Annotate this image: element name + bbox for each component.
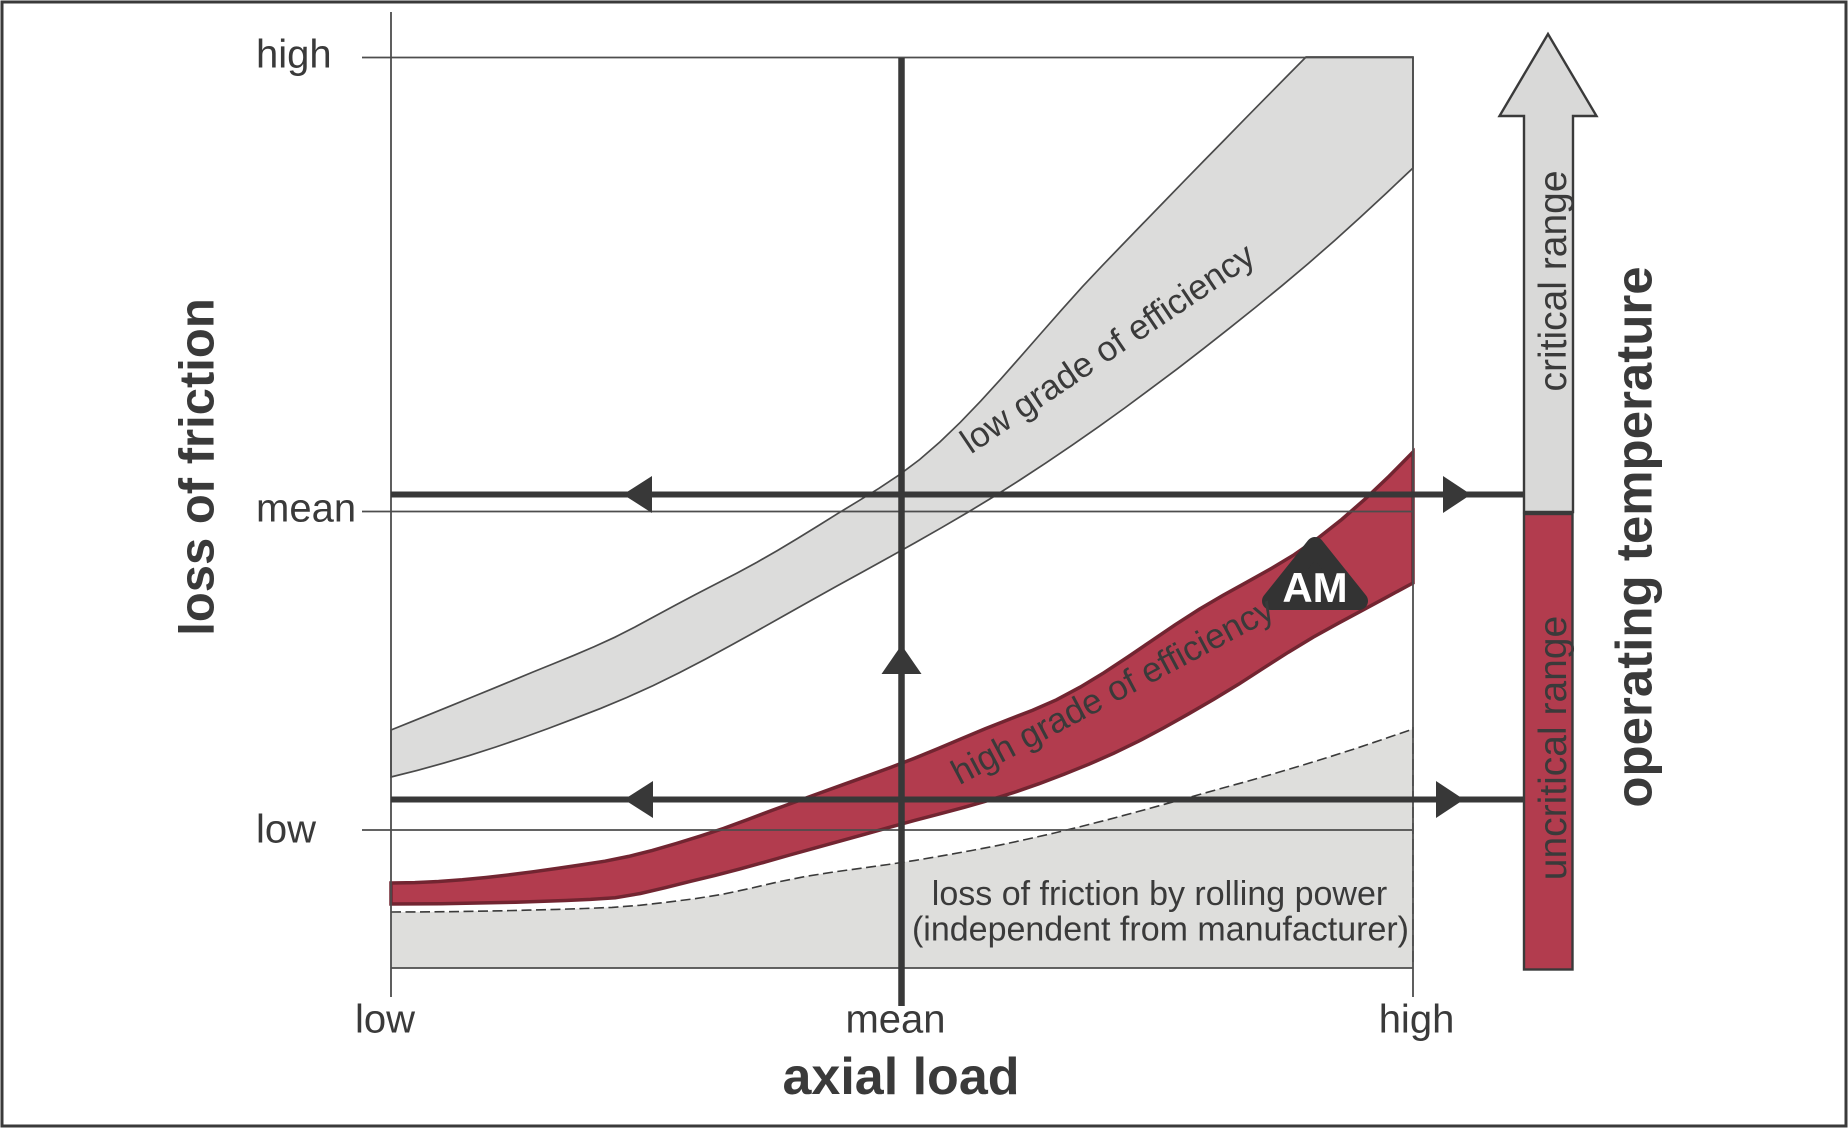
svg-text:operating temperature: operating temperature <box>1606 266 1663 807</box>
svg-text:AM: AM <box>1282 564 1347 611</box>
svg-text:uncritical range: uncritical range <box>1532 616 1575 880</box>
svg-text:loss of friction by rolling po: loss of friction by rolling power <box>932 875 1387 913</box>
svg-text:low: low <box>355 998 415 1042</box>
svg-text:critical range: critical range <box>1532 170 1575 391</box>
svg-text:high: high <box>1379 998 1455 1042</box>
svg-text:high: high <box>256 33 332 77</box>
svg-text:mean: mean <box>256 487 356 531</box>
svg-text:low: low <box>256 808 316 852</box>
svg-text:axial load: axial load <box>783 1048 1020 1106</box>
svg-text:loss of friction: loss of friction <box>171 298 225 636</box>
svg-text:mean: mean <box>845 998 945 1042</box>
svg-text:(independent from manufacturer: (independent from manufacturer) <box>912 911 1409 949</box>
